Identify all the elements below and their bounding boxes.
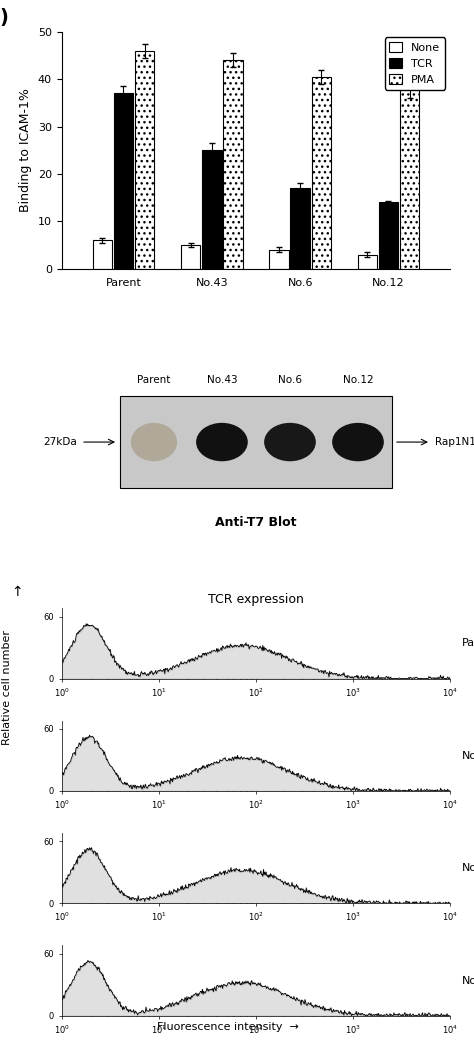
Bar bbox=[400, 89, 419, 269]
Ellipse shape bbox=[332, 423, 384, 461]
Bar bbox=[120, 397, 392, 488]
Text: Anti-T7 Blot: Anti-T7 Blot bbox=[215, 516, 297, 529]
Text: Rap1N17: Rap1N17 bbox=[435, 437, 474, 448]
Bar bbox=[135, 51, 155, 269]
Bar bbox=[291, 188, 310, 269]
Text: No.43: No.43 bbox=[207, 376, 237, 385]
Y-axis label: Binding to ICAM-1%: Binding to ICAM-1% bbox=[19, 88, 32, 213]
Bar bbox=[357, 255, 377, 269]
Legend: None, TCR, PMA: None, TCR, PMA bbox=[384, 37, 445, 90]
Title: TCR expression: TCR expression bbox=[208, 592, 304, 606]
Text: No.6: No.6 bbox=[462, 863, 474, 873]
Ellipse shape bbox=[264, 423, 316, 461]
Text: No.12: No.12 bbox=[462, 975, 474, 986]
Text: No.12: No.12 bbox=[343, 376, 374, 385]
Text: No.43: No.43 bbox=[462, 751, 474, 761]
Bar bbox=[311, 77, 331, 269]
Text: Parent: Parent bbox=[137, 376, 171, 385]
Text: 27kDa: 27kDa bbox=[44, 437, 77, 448]
Bar bbox=[223, 60, 243, 269]
Text: Fluorescence intensity  →: Fluorescence intensity → bbox=[156, 1022, 299, 1032]
Text: (A): (A) bbox=[0, 8, 9, 28]
Bar bbox=[202, 150, 221, 269]
Text: No.6: No.6 bbox=[278, 376, 302, 385]
Text: Parent: Parent bbox=[462, 638, 474, 649]
Bar bbox=[181, 245, 201, 269]
Text: Relative cell number: Relative cell number bbox=[2, 631, 12, 745]
Ellipse shape bbox=[131, 423, 177, 461]
Text: ↑: ↑ bbox=[11, 585, 22, 600]
Bar bbox=[92, 240, 112, 269]
Bar bbox=[269, 250, 289, 269]
Bar bbox=[379, 202, 398, 269]
Bar bbox=[114, 93, 133, 269]
Ellipse shape bbox=[196, 423, 248, 461]
